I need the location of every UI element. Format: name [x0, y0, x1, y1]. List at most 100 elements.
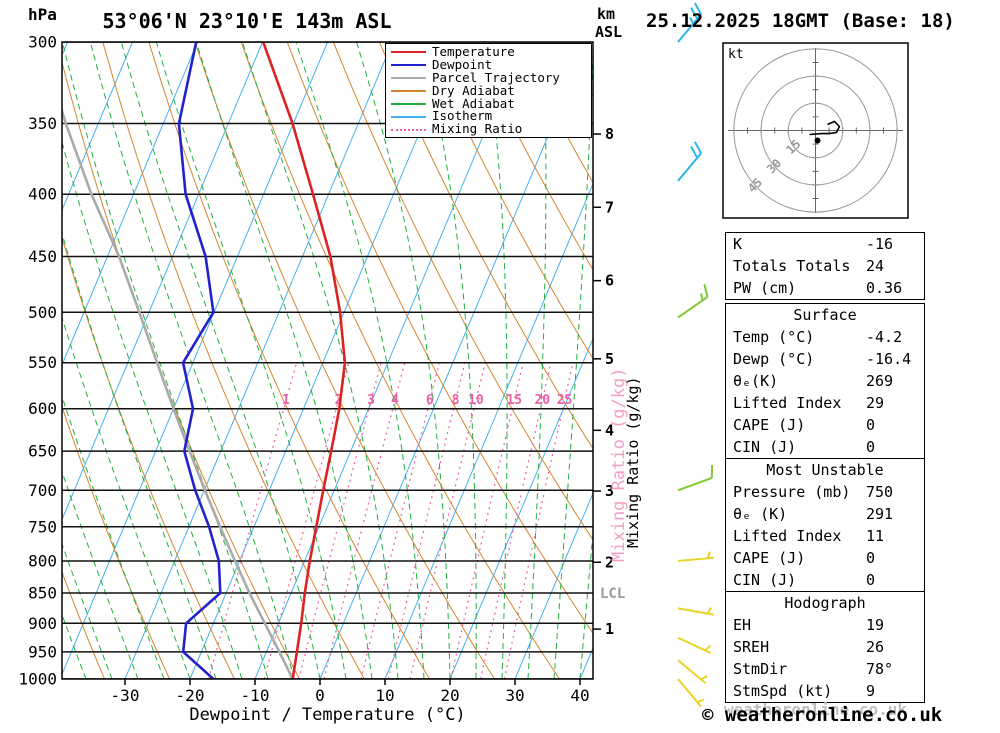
legend-item-label: Wet Adiabat — [432, 95, 515, 111]
stat-value: -16 — [866, 235, 894, 253]
hodograph-unit-label: kt — [728, 47, 744, 62]
wet-adiabat-line — [579, 527, 593, 679]
wet-adiabat-line — [120, 42, 321, 679]
mixing-ratio-value-label: 6 — [426, 393, 434, 408]
mixing-ratio-value-label: 3 — [367, 393, 375, 408]
page-title: 53°06'N 23°10'E 143m ASL — [102, 9, 392, 33]
stat-value: 78° — [866, 660, 894, 678]
pressure-axis-unit: hPa — [28, 5, 57, 24]
stats-panel-surface: Surface Temp (°C) -4.2 Dewp (°C) -16.4 θₑ(K) 2… — [725, 303, 925, 459]
mixing-ratio-value-label: 4 — [391, 393, 399, 408]
legend-line-sample — [391, 128, 426, 131]
km-tick-label: 3 — [605, 482, 614, 500]
temperature-curve — [261, 42, 347, 679]
parcel-trajectory-curve — [62, 106, 295, 679]
wet-adiabat-line — [553, 42, 593, 679]
legend-line-sample — [391, 115, 426, 118]
stat-value: 269 — [866, 372, 894, 390]
stat-row: Temp (°C) -4.2 — [726, 326, 924, 348]
pressure-tick-label: 900 — [28, 614, 57, 633]
pressure-tick-label: 850 — [28, 584, 57, 603]
stat-label: K — [733, 235, 743, 253]
pressure-tick-label: 600 — [28, 399, 57, 418]
stats-panel-hodograph-stats: Hodograph EH 19 SREH 26 StmDir 78° StmSpd (kt) 9 — [725, 591, 925, 703]
sounding-profiles — [62, 42, 347, 679]
stat-label: CIN (J) — [733, 438, 797, 456]
dry-adiabat-line — [471, 42, 593, 271]
stat-label: Lifted Index — [733, 527, 842, 545]
km-tick-label: 2 — [605, 553, 614, 571]
storm-motion-dot — [814, 137, 821, 144]
legend-item-label: Parcel Trajectory — [432, 69, 560, 85]
copyright-text: © weatheronline.co.uk — [702, 704, 943, 726]
stat-value: 750 — [866, 483, 894, 501]
stats-panel-title: Hodograph — [784, 594, 866, 612]
wind-barb — [677, 464, 714, 492]
mixing-ratio-line — [480, 362, 552, 679]
stat-row: StmDir 78° — [726, 658, 924, 680]
hodograph-ring — [787, 102, 844, 159]
stat-label: StmDir — [733, 660, 788, 678]
legend-item-label: Dewpoint — [432, 56, 493, 72]
wind-barb — [677, 141, 703, 182]
stat-row: EH 19 — [726, 614, 924, 636]
wind-barb — [677, 551, 714, 562]
wind-barb — [677, 636, 712, 654]
isotherm-line — [384, 182, 593, 679]
pressure-tick-label: 700 — [28, 481, 57, 500]
stat-label: StmSpd (kt) — [733, 682, 833, 700]
x-axis-label: Dewpoint / Temperature (°C) — [189, 705, 466, 725]
stat-label: EH — [733, 616, 752, 634]
stat-label: Temp (°C) — [733, 328, 815, 346]
stat-label: Pressure (mb) — [733, 483, 851, 501]
mixing-ratio-value-label: 1 — [282, 393, 290, 408]
pressure-tick-label: 300 — [28, 33, 57, 52]
stat-value: 11 — [866, 527, 885, 545]
temp-tick-label: 0 — [315, 686, 325, 705]
mixing-ratio-line — [387, 362, 466, 679]
isotherm-line — [449, 337, 593, 679]
stat-value: 291 — [866, 505, 894, 523]
pressure-tick-label: 500 — [28, 303, 57, 322]
pressure-tick-label: 550 — [28, 353, 57, 372]
isotherm-line — [319, 42, 589, 679]
stat-value: 0 — [866, 549, 876, 567]
stat-row: StmSpd (kt) 9 — [726, 680, 924, 702]
legend-item-isotherm: Isotherm — [391, 110, 591, 123]
km-tick-label: 7 — [605, 198, 614, 216]
wind-barb — [677, 678, 705, 708]
isotherm-line — [62, 42, 199, 367]
hodograph-wind-trace — [809, 120, 841, 136]
stat-row: CAPE (J) 0 — [726, 414, 924, 436]
plot-border — [61, 41, 594, 680]
stat-value: 0 — [866, 438, 876, 456]
km-tick-label: 6 — [605, 272, 614, 290]
mixing-ratio-line — [208, 362, 298, 679]
legend-item-temperature: Temperature — [391, 45, 591, 59]
altitude-axis-unit-km: km — [597, 5, 616, 23]
stat-label: SREH — [733, 638, 770, 656]
legend-item-label: Dry Adiabat — [432, 82, 515, 98]
stat-label: CAPE (J) — [733, 416, 806, 434]
stats-panel-title: Most Unstable — [766, 461, 884, 479]
wet-adiabat-line — [295, 42, 425, 679]
mixing-ratio-line — [360, 362, 440, 679]
wet-adiabat-line — [89, 42, 295, 679]
dry-adiabat-line — [62, 60, 300, 679]
legend-item-parcel-trajectory: Parcel Trajectory — [391, 69, 591, 85]
wet-adiabat-line — [62, 542, 113, 679]
stats-panel-indices: K -16 Totals Totals 24 PW (cm) 0.36 — [725, 232, 925, 300]
temp-tick-label: -30 — [111, 686, 140, 705]
wind-barb — [677, 2, 703, 43]
stat-value: 0 — [866, 416, 876, 434]
lcl-marker-label: LCL — [600, 586, 626, 602]
stat-row: CIN (J) 0 — [726, 569, 924, 591]
mixing-ratio-value-label: 20 — [534, 393, 550, 408]
wind-barb — [677, 284, 709, 319]
legend-line-sample — [391, 77, 426, 80]
legend-line-sample — [391, 90, 426, 93]
pressure-tick-label: 350 — [28, 114, 57, 133]
